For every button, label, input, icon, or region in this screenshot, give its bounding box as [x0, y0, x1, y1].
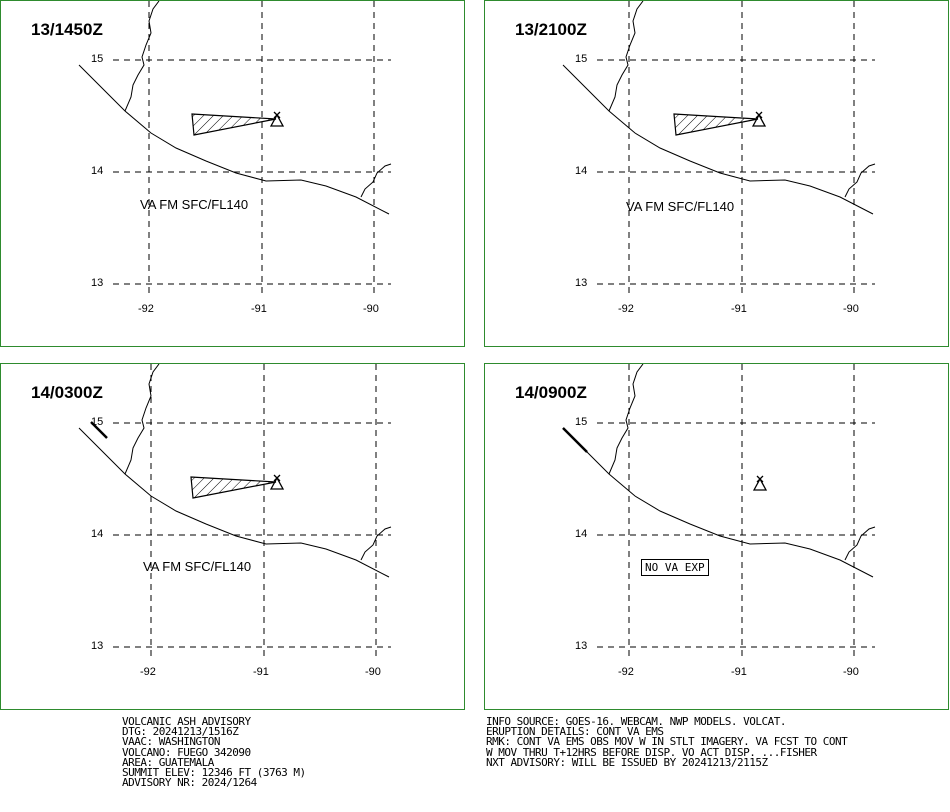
forecast-time: 13/2100Z	[515, 20, 587, 39]
volcano-symbol	[752, 475, 768, 491]
lat-label-13: 13	[575, 640, 588, 652]
ash-area	[191, 113, 277, 136]
lon-label-91: -91	[253, 666, 269, 678]
lat-label-14: 14	[575, 528, 588, 540]
va-label: VA FM SFC/FL140	[626, 199, 735, 214]
advisory-line: VOLCANIC ASH ADVISORY	[122, 715, 251, 728]
volcano-symbol	[269, 474, 285, 490]
forecast-panel-1: 13/1450Z 15 14 13 -92 -91 -90 VA FM SFC/…	[0, 0, 465, 347]
lon-label-92: -92	[138, 303, 154, 315]
advisory-line: W MOV THRU T+12HRS BEFORE DISP. VO ACT D…	[486, 745, 817, 759]
volcano-symbol	[751, 111, 767, 127]
ash-area	[673, 113, 759, 136]
lat-label-15: 15	[91, 416, 104, 428]
forecast-panel-4: 14/0900Z 15 14 13 -92 -91 -90 NO VA EXP	[484, 363, 949, 710]
forecast-panel-3: 14/0300Z 15 14 13 -92 -91 -90 VA FM SFC/…	[0, 363, 465, 710]
map-graphic	[562, 364, 876, 656]
lon-label-91: -91	[731, 666, 747, 678]
advisory-line: ADVISORY NR: 2024/1264	[122, 776, 257, 790]
advisory-line: SUMMIT ELEV: 12346 FT (3763 M)	[122, 766, 306, 780]
lat-label-13: 13	[91, 277, 104, 289]
ash-area	[190, 476, 277, 499]
coastline	[78, 1, 392, 215]
lon-label-91: -91	[731, 303, 747, 315]
map-graphic	[78, 1, 392, 293]
map-graphic	[562, 1, 876, 293]
lat-label-14: 14	[91, 528, 104, 540]
advisory-line: DTG: 20241213/1516Z	[122, 725, 239, 739]
advisory-line: NXT ADVISORY: WILL BE ISSUED BY 20241213…	[486, 755, 768, 769]
lat-label-13: 13	[91, 640, 104, 652]
lat-label-15: 15	[91, 53, 104, 65]
va-label: VA FM SFC/FL140	[140, 197, 249, 212]
advisory-line: ERUPTION DETAILS: CONT VA EMS	[486, 725, 664, 739]
va-label: VA FM SFC/FL140	[143, 559, 252, 574]
advisory-line: RMK: CONT VA EMS OBS MOV W IN STLT IMAGE…	[486, 735, 848, 749]
volcano-symbol	[269, 111, 285, 127]
map-graphic	[78, 364, 392, 656]
lon-label-90: -90	[843, 303, 859, 315]
forecast-time: 13/1450Z	[31, 20, 103, 39]
advisory-line: AREA: GUATEMALA	[122, 755, 214, 769]
lat-label-15: 15	[575, 416, 588, 428]
lat-label-14: 14	[91, 165, 104, 177]
advisory-line: VAAC: WASHINGTON	[122, 735, 220, 749]
forecast-time: 14/0300Z	[31, 383, 103, 402]
advisory-info-right: INFO SOURCE: GOES-16. WEBCAM. NWP MODELS…	[486, 715, 848, 769]
coastline	[78, 364, 392, 578]
lat-label-15: 15	[575, 53, 588, 65]
lon-label-91: -91	[251, 303, 267, 315]
lon-label-90: -90	[365, 666, 381, 678]
no-va-expected-box: NO VA EXP	[641, 559, 709, 576]
advisory-line: INFO SOURCE: GOES-16. WEBCAM. NWP MODELS…	[486, 715, 787, 728]
lat-label-13: 13	[575, 277, 588, 289]
coastline	[562, 364, 876, 578]
lon-label-90: -90	[843, 666, 859, 678]
lon-label-90: -90	[363, 303, 379, 315]
lon-label-92: -92	[618, 666, 634, 678]
lon-label-92: -92	[140, 666, 156, 678]
coastline	[562, 1, 876, 215]
advisory-line: VOLCANO: FUEGO 342090	[122, 745, 251, 759]
forecast-panel-2: 13/2100Z 15 14 13 -92 -91 -90 VA FM SFC/…	[484, 0, 949, 347]
lat-label-14: 14	[575, 165, 588, 177]
lon-label-92: -92	[618, 303, 634, 315]
forecast-time: 14/0900Z	[515, 383, 587, 402]
advisory-info-left: VOLCANIC ASH ADVISORY DTG: 20241213/1516Z…	[122, 715, 306, 790]
